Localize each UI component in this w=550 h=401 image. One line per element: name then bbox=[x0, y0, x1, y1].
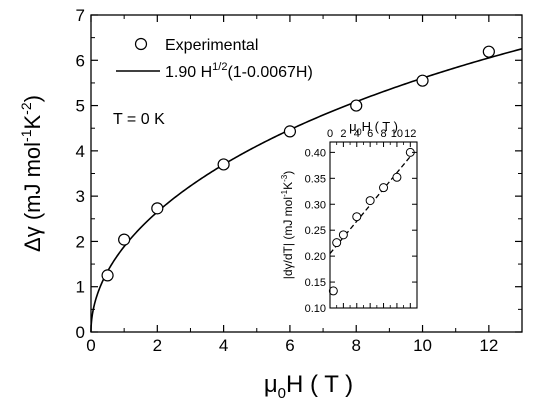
inset-x-tick-label: 8 bbox=[380, 128, 386, 140]
data-point bbox=[118, 233, 131, 246]
x-axis-label: μ0H ( T ) bbox=[264, 371, 353, 401]
y-tick-label: 4 bbox=[76, 142, 85, 161]
data-point bbox=[350, 99, 363, 112]
inset-x-tick-label: 2 bbox=[340, 128, 346, 140]
inset-data-point bbox=[379, 183, 389, 193]
x-tick-label: 10 bbox=[413, 336, 432, 355]
y-tick-label: 6 bbox=[76, 51, 85, 70]
temperature-annotation: T = 0 K bbox=[113, 111, 165, 128]
inset-y-tick-label: 0.25 bbox=[305, 225, 326, 237]
data-point bbox=[416, 74, 429, 87]
x-tick-label: 12 bbox=[479, 336, 498, 355]
inset-x-tick-label: 10 bbox=[391, 128, 403, 140]
inset-y-tick-label: 0.40 bbox=[305, 147, 326, 159]
inset-y-tick-label: 0.10 bbox=[305, 303, 326, 315]
inset-y-tick-label: 0.35 bbox=[305, 173, 326, 185]
inset-x-axis-label: μ0H ( T ) bbox=[349, 119, 398, 137]
legend-label-fit: 1.90 H1/2(1-0.0067H) bbox=[165, 61, 313, 81]
y-tick-label: 1 bbox=[76, 278, 85, 297]
legend-marker-experimental bbox=[134, 37, 148, 51]
inset-data-point bbox=[352, 212, 362, 222]
inset-background bbox=[330, 142, 417, 308]
data-point bbox=[101, 269, 114, 282]
y-tick-label: 3 bbox=[76, 187, 85, 206]
x-tick-label: 6 bbox=[285, 336, 294, 355]
y-tick-label: 0 bbox=[76, 323, 85, 342]
inset-y-tick-label: 0.15 bbox=[305, 277, 326, 289]
inset-x-tick-label: 4 bbox=[354, 128, 360, 140]
y-tick-label: 5 bbox=[76, 97, 85, 116]
x-tick-label: 4 bbox=[219, 336, 228, 355]
data-point bbox=[217, 158, 230, 171]
data-point bbox=[482, 45, 495, 58]
inset-y-tick-label: 0.30 bbox=[305, 199, 326, 211]
x-tick-label: 0 bbox=[86, 336, 95, 355]
inset-data-point bbox=[392, 172, 402, 182]
inset-plot: 0 2 4 6 8 10 12 0.10 0.15 0.20 0.25 0.30 0.35 0.40 μ0H… bbox=[280, 119, 418, 315]
y-tick-label: 2 bbox=[76, 232, 85, 251]
inset-x-tick-label: 0 bbox=[327, 128, 333, 140]
inset-data-point bbox=[332, 238, 342, 248]
x-tick-label: 2 bbox=[153, 336, 162, 355]
inset-frame bbox=[329, 141, 418, 309]
inset-y-tick-label: 0.20 bbox=[305, 251, 326, 263]
data-point bbox=[151, 202, 164, 215]
legend-label-experimental: Experimental bbox=[165, 37, 258, 54]
data-point bbox=[283, 125, 297, 138]
inset-data-point bbox=[365, 196, 375, 206]
fit-curve bbox=[90, 48, 523, 332]
inset-y-axis-label: |dγ/dT| (mJ mol-1K-3) bbox=[280, 171, 295, 280]
y-axis-label: Δγ (mJ mol-1K-2) bbox=[18, 95, 45, 252]
inset-data-point bbox=[328, 286, 338, 296]
x-tick-label: 8 bbox=[351, 336, 360, 355]
inset-data-point bbox=[338, 230, 348, 240]
inset-x-tick-label: 12 bbox=[404, 128, 416, 140]
y-tick-label: 7 bbox=[76, 6, 85, 25]
inset-x-tick-label: 6 bbox=[367, 128, 373, 140]
